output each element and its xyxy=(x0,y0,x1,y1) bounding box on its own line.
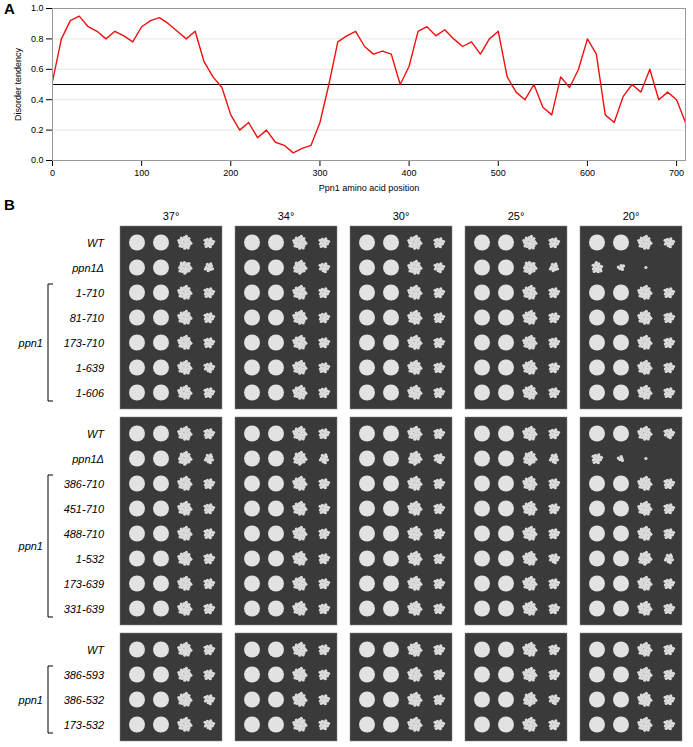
svg-text:34°: 34° xyxy=(278,210,295,222)
svg-text:1.0: 1.0 xyxy=(31,3,44,13)
svg-text:600: 600 xyxy=(580,168,595,178)
svg-text:20°: 20° xyxy=(623,210,640,222)
svg-text:37°: 37° xyxy=(163,210,180,222)
svg-text:30°: 30° xyxy=(393,210,410,222)
svg-text:0.4: 0.4 xyxy=(31,95,44,105)
svg-text:ppn1Δ: ppn1Δ xyxy=(71,262,104,274)
svg-text:451-710: 451-710 xyxy=(64,503,105,515)
svg-text:700: 700 xyxy=(669,168,684,178)
svg-text:ppn1: ppn1 xyxy=(18,694,43,706)
svg-text:Disorder tendency: Disorder tendency xyxy=(13,47,23,121)
svg-text:1-639: 1-639 xyxy=(76,362,104,374)
svg-text:1-606: 1-606 xyxy=(76,387,105,399)
html-text:A: A xyxy=(4,0,15,17)
svg-text:0: 0 xyxy=(50,168,55,178)
svg-text:0.2: 0.2 xyxy=(31,125,44,135)
svg-text:300: 300 xyxy=(312,168,327,178)
svg-text:ppn1Δ: ppn1Δ xyxy=(71,453,104,465)
svg-text:25°: 25° xyxy=(508,210,525,222)
svg-text:0.6: 0.6 xyxy=(31,64,44,74)
svg-text:500: 500 xyxy=(491,168,506,178)
svg-text:B: B xyxy=(4,196,15,213)
svg-text:386-593: 386-593 xyxy=(64,669,105,681)
svg-text:0.8: 0.8 xyxy=(31,34,44,44)
svg-text:400: 400 xyxy=(402,168,417,178)
svg-text:488-710: 488-710 xyxy=(64,528,105,540)
svg-text:WT: WT xyxy=(87,428,105,440)
svg-text:1-710: 1-710 xyxy=(76,287,105,299)
svg-text:0.0: 0.0 xyxy=(31,155,44,165)
svg-text:Ppn1 amino acid position: Ppn1 amino acid position xyxy=(319,183,420,193)
svg-text:1-532: 1-532 xyxy=(76,553,104,565)
svg-text:173-639: 173-639 xyxy=(64,578,104,590)
svg-text:173-532: 173-532 xyxy=(64,719,104,731)
svg-text:173-710: 173-710 xyxy=(64,337,105,349)
svg-text:331-639: 331-639 xyxy=(64,603,104,615)
svg-text:200: 200 xyxy=(223,168,238,178)
svg-text:386-710: 386-710 xyxy=(64,478,105,490)
svg-text:ppn1: ppn1 xyxy=(18,337,43,349)
svg-text:WT: WT xyxy=(87,237,105,249)
svg-text:ppn1: ppn1 xyxy=(18,540,43,552)
svg-text:386-532: 386-532 xyxy=(64,694,104,706)
svg-text:81-710: 81-710 xyxy=(70,312,105,324)
svg-text:100: 100 xyxy=(134,168,149,178)
svg-text:WT: WT xyxy=(87,644,105,656)
